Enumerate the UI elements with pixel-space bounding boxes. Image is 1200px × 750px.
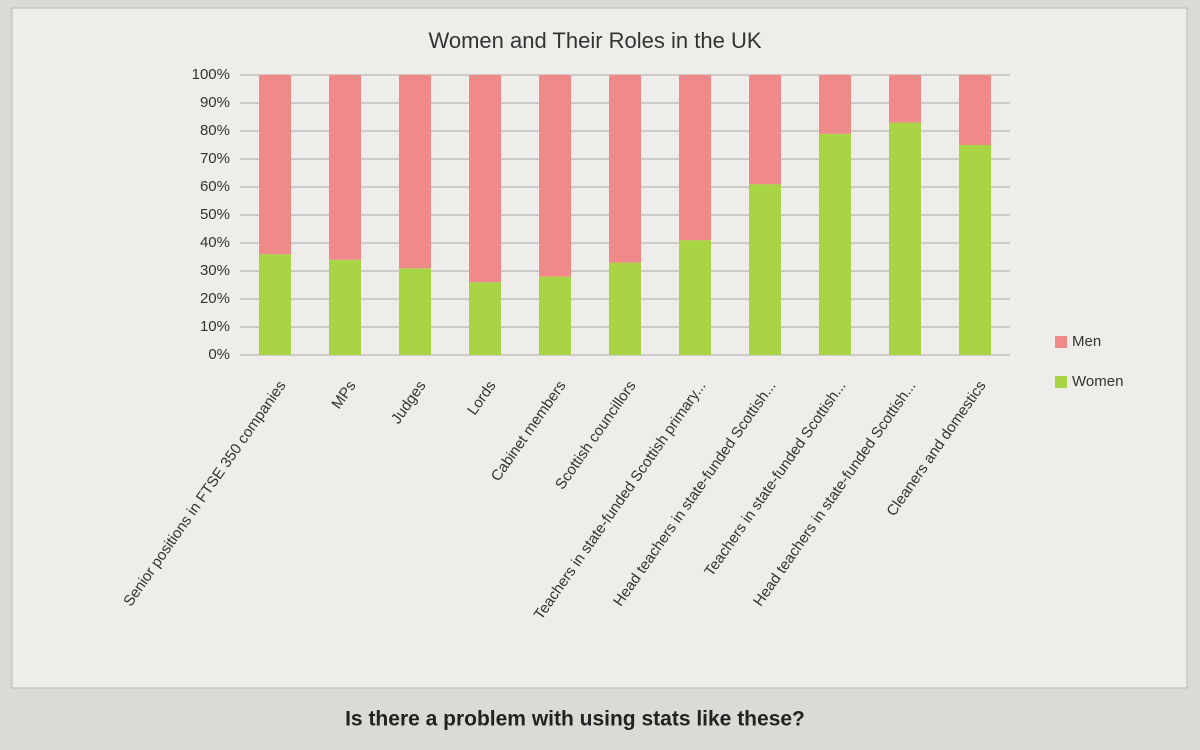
y-tick-label: 100% bbox=[192, 66, 230, 83]
question: Is there a problem with using stats like… bbox=[345, 708, 805, 731]
y-tick-label: 70% bbox=[200, 150, 230, 167]
bar-segment bbox=[329, 259, 361, 355]
y-tick-label: 40% bbox=[200, 234, 230, 251]
bar-segment bbox=[889, 122, 921, 355]
bar-segment bbox=[679, 75, 711, 241]
bar-segment bbox=[539, 276, 571, 355]
bar-segment bbox=[469, 282, 501, 355]
legend-label: Women bbox=[1072, 373, 1123, 390]
bar-segment bbox=[259, 75, 291, 255]
y-tick-label: 80% bbox=[200, 122, 230, 139]
y-tick-label: 10% bbox=[200, 318, 230, 335]
bar-segment bbox=[959, 145, 991, 355]
bar-segment bbox=[399, 75, 431, 269]
bar-segment bbox=[889, 75, 921, 123]
y-tick-label: 0% bbox=[208, 346, 230, 363]
bar-segment bbox=[819, 75, 851, 134]
chart-frame bbox=[11, 7, 1188, 689]
bar-segment bbox=[749, 184, 781, 355]
y-tick-label: 30% bbox=[200, 262, 230, 279]
bar-segment bbox=[959, 75, 991, 145]
y-tick-label: 90% bbox=[200, 94, 230, 111]
bar-segment bbox=[259, 254, 291, 355]
bar-segment bbox=[609, 75, 641, 263]
y-tick-label: 60% bbox=[200, 178, 230, 195]
bar-segment bbox=[749, 75, 781, 185]
bar-segment bbox=[819, 133, 851, 355]
bar-segment bbox=[399, 268, 431, 355]
y-tick-label: 20% bbox=[200, 290, 230, 307]
chart-title: Women and Their Roles in the UK bbox=[428, 28, 761, 53]
y-tick-label: 50% bbox=[200, 206, 230, 223]
legend-swatch bbox=[1055, 376, 1067, 388]
bar-segment bbox=[469, 75, 501, 283]
bar-segment bbox=[609, 262, 641, 355]
bar-segment bbox=[679, 240, 711, 355]
legend-label: Men bbox=[1072, 333, 1101, 350]
bar-segment bbox=[329, 75, 361, 260]
bar-segment bbox=[539, 75, 571, 277]
legend-swatch bbox=[1055, 336, 1067, 348]
